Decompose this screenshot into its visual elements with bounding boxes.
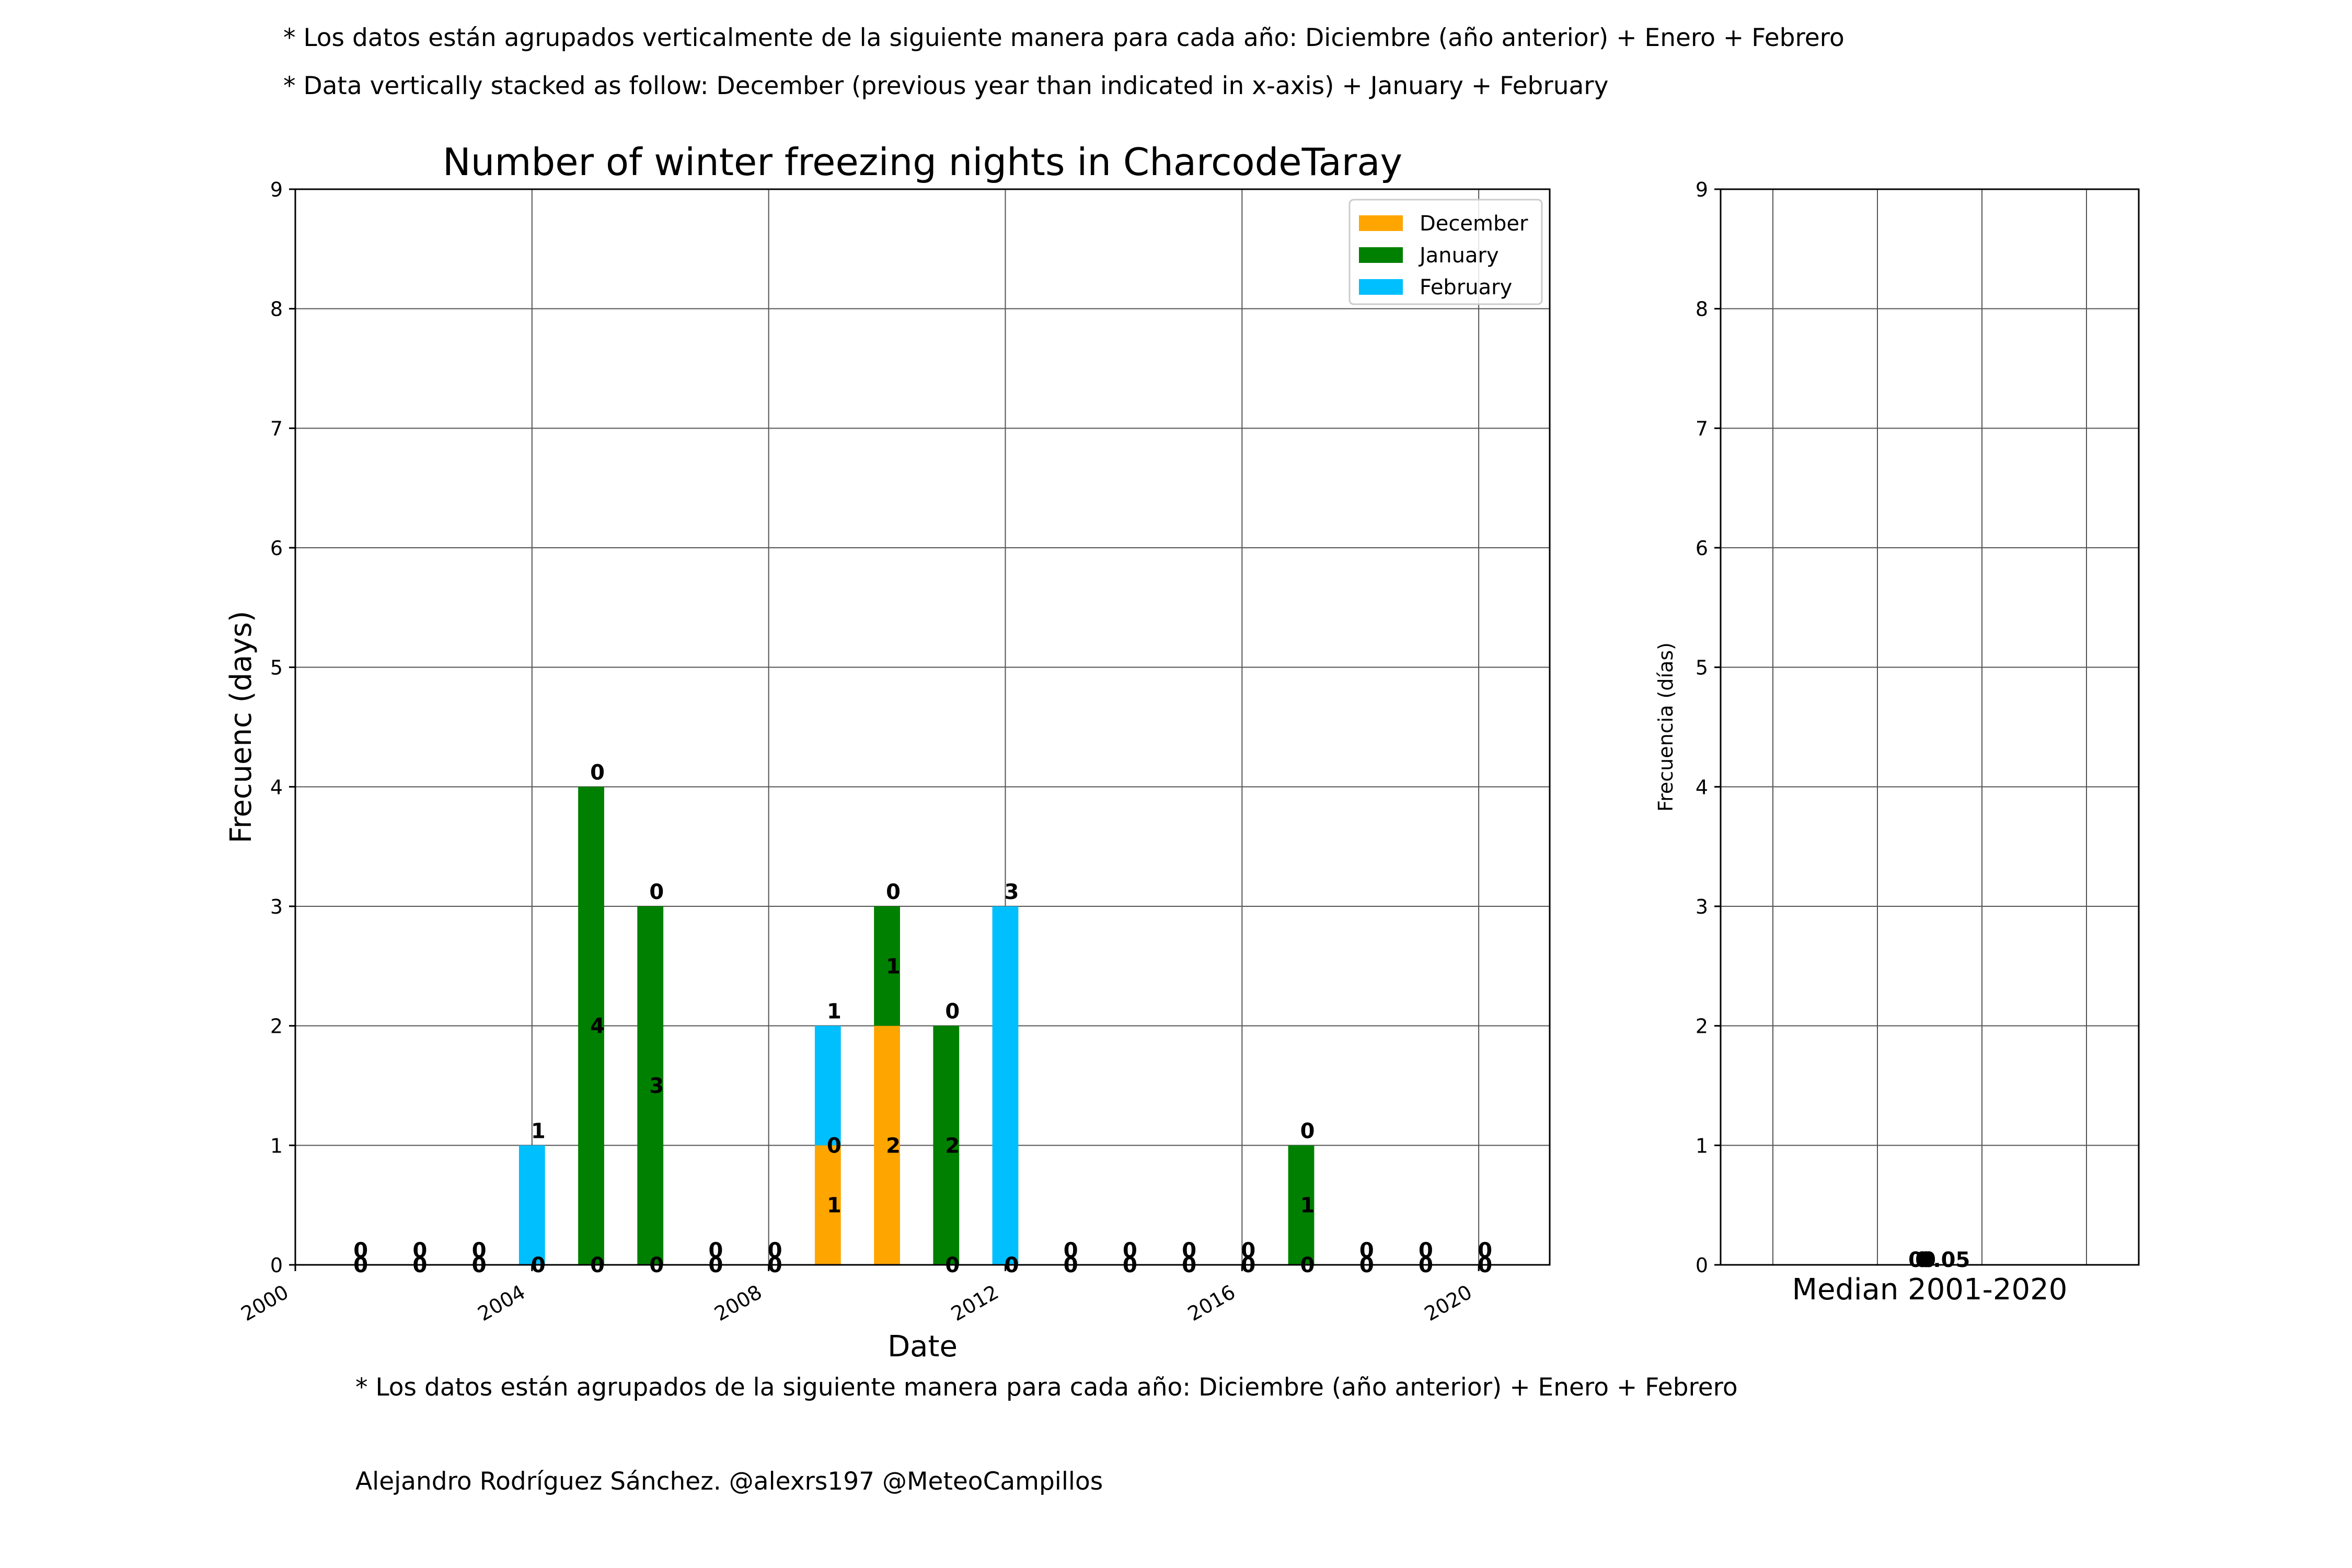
- bar-value-label: 2: [886, 1134, 901, 1158]
- median-y-tick-label: 7: [1696, 417, 1708, 440]
- main-x-axis-label: Date: [887, 1330, 958, 1364]
- main-y-tick-label: 3: [270, 895, 283, 918]
- bar-value-label: 0: [472, 1239, 487, 1263]
- bar-value-label: 1: [827, 1000, 841, 1024]
- bar-january-2010: [874, 906, 900, 1026]
- main-chart: 0000000000010400300000001012100200030000…: [224, 140, 1551, 1364]
- median-x-axis-label: Median 2001-2020: [1792, 1273, 2068, 1307]
- median-value-label: 0: [1915, 1248, 1930, 1272]
- bar-value-label: 0: [945, 1000, 960, 1024]
- bar-december-2009: [814, 1145, 841, 1265]
- bar-value-label: 0: [412, 1239, 427, 1263]
- bar-value-label: 0: [709, 1239, 723, 1263]
- main-bars: [518, 787, 1315, 1265]
- bar-value-label: 1: [531, 1119, 546, 1143]
- legend-swatch-december: [1359, 215, 1403, 231]
- median-y-tick-label: 5: [1696, 656, 1708, 679]
- legend-label-january: January: [1418, 244, 1499, 268]
- main-y-tick-label: 8: [270, 298, 283, 321]
- bar-value-label: 0: [1064, 1239, 1078, 1263]
- main-chart-title: Number of winter freezing nights in Char…: [443, 140, 1402, 184]
- bar-value-label: 0: [649, 880, 664, 904]
- bar-january-2017: [1288, 1145, 1315, 1265]
- bar-value-label: 0: [827, 1134, 841, 1158]
- legend-swatch-january: [1359, 247, 1403, 263]
- bar-february-2004: [518, 1145, 545, 1265]
- bar-value-label: 1: [1300, 1194, 1315, 1218]
- median-y-axis-label: Frecuencia (días): [1654, 642, 1677, 812]
- bar-value-label: 0: [1478, 1239, 1492, 1263]
- main-y-tick-label: 2: [270, 1015, 283, 1038]
- main-y-tick-label: 1: [270, 1134, 283, 1157]
- note-top-spanish: * Los datos están agrupados verticalment…: [283, 24, 1844, 52]
- median-y-tick-label: 3: [1696, 895, 1708, 918]
- median-y-ticks: 0 1 2 3 4 5 6 7 8 9: [1696, 178, 1721, 1277]
- median-value-label: 0.05: [1919, 1248, 1970, 1272]
- bar-january-2011: [933, 1025, 960, 1265]
- median-value-label: 0: [1921, 1248, 1936, 1272]
- median-y-tick-label: 9: [1696, 178, 1708, 201]
- median-value-label: 0: [1908, 1248, 1923, 1272]
- legend-label-february: February: [1420, 275, 1512, 299]
- bar-value-label: 0: [886, 880, 901, 904]
- bar-value-label: 1: [886, 954, 901, 978]
- main-y-tick-label: 4: [270, 776, 283, 799]
- legend-swatch-february: [1359, 279, 1403, 295]
- bar-value-label: 0: [1419, 1239, 1433, 1263]
- median-y-tick-label: 8: [1696, 298, 1708, 321]
- main-y-tick-label: 9: [270, 178, 283, 201]
- median-y-tick-label: 2: [1696, 1015, 1708, 1038]
- bar-value-label: 2: [945, 1134, 960, 1158]
- bar-value-label: 0: [1123, 1239, 1137, 1263]
- bar-value-label: 3: [649, 1074, 664, 1098]
- bar-value-label: 0: [1241, 1239, 1255, 1263]
- bar-value-label: 0: [1182, 1239, 1196, 1263]
- legend: December January February: [1348, 199, 1543, 305]
- bar-value-label: 3: [1005, 880, 1019, 904]
- median-y-tick-label: 4: [1696, 776, 1708, 799]
- bar-value-label: 4: [590, 1014, 605, 1039]
- bar-value-label: 0: [1359, 1239, 1374, 1263]
- main-plot-frame: [294, 188, 1551, 1266]
- bar-value-label: 1: [827, 1194, 841, 1218]
- main-y-tick-label: 5: [270, 656, 283, 679]
- bar-february-2012: [992, 906, 1019, 1265]
- main-y-tick-label: 0: [270, 1254, 283, 1277]
- main-y-tick-label: 6: [270, 537, 283, 560]
- bar-value-label: 0: [1300, 1119, 1315, 1143]
- bar-value-label: 0: [768, 1239, 782, 1263]
- main-y-axis-label: Frecuenc (days): [224, 610, 258, 843]
- bar-january-2005: [578, 787, 604, 1265]
- legend-label-december: December: [1420, 212, 1528, 236]
- bar-december-2010: [874, 1025, 900, 1265]
- credit-line: Alejandro Rodríguez Sánchez. @alexrs197 …: [355, 1467, 1103, 1496]
- note-top-english: * Data vertically stacked as follow: Dec…: [283, 72, 1608, 100]
- bar-value-label: 0: [353, 1239, 368, 1263]
- median-y-tick-label: 6: [1696, 537, 1708, 560]
- median-y-tick-label: 0: [1696, 1254, 1708, 1277]
- main-y-ticks: 0 1 2 3 4 5 6 7 8 9: [270, 178, 295, 1277]
- note-bottom-spanish: * Los datos están agrupados de la siguie…: [355, 1373, 1738, 1402]
- median-plot-frame: [1720, 188, 2140, 1266]
- bar-january-2006: [637, 906, 664, 1265]
- median-y-tick-label: 1: [1696, 1134, 1708, 1157]
- bar-february-2009: [814, 1025, 841, 1146]
- main-y-tick-label: 7: [270, 417, 283, 440]
- bar-value-label: 0: [590, 760, 605, 785]
